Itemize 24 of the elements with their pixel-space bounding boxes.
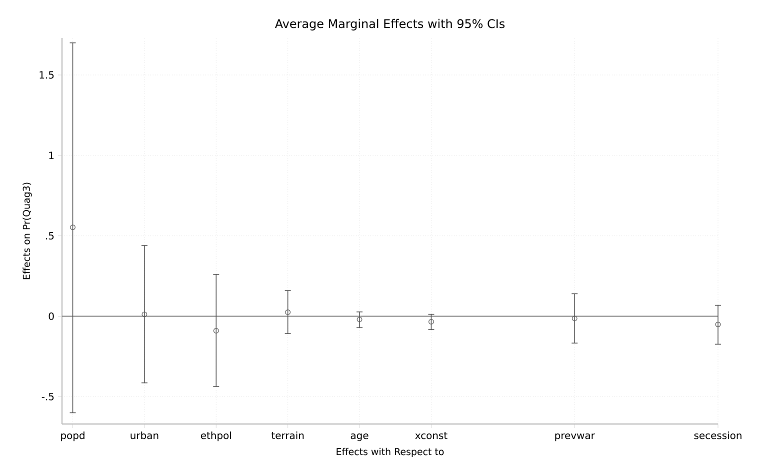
- x-tick-label: urban: [130, 431, 158, 440]
- y-tick-label: -.5: [42, 392, 54, 400]
- point: [285, 310, 291, 315]
- point: [356, 316, 362, 322]
- x-tick-label: popd: [61, 431, 84, 442]
- y-tick-label: 0: [48, 312, 54, 320]
- chart-title: Average Marginal Effects with 95% CIs: [274, 18, 505, 30]
- point: [213, 328, 219, 334]
- x-tick-label: age: [350, 433, 368, 442]
- point: [142, 312, 148, 318]
- x-axis-title: Effects with Respect to: [336, 448, 444, 458]
- point: [70, 224, 76, 230]
- y-tick-label: .5: [46, 232, 54, 240]
- x-tick-label: prevwar: [555, 433, 595, 442]
- y-tick-label: 1: [49, 152, 54, 160]
- x-tick-label: ethpol: [200, 431, 231, 442]
- x-tick-label: xconst: [415, 432, 448, 440]
- x-tick-label: secession: [694, 431, 742, 440]
- y-tick-label: 1.5: [40, 71, 54, 79]
- x-tick-label: terrain: [271, 431, 304, 440]
- point: [715, 322, 721, 328]
- point: [572, 316, 578, 322]
- point: [428, 319, 434, 324]
- y-axis-title: Effects on Pr(Quag3): [22, 182, 32, 280]
